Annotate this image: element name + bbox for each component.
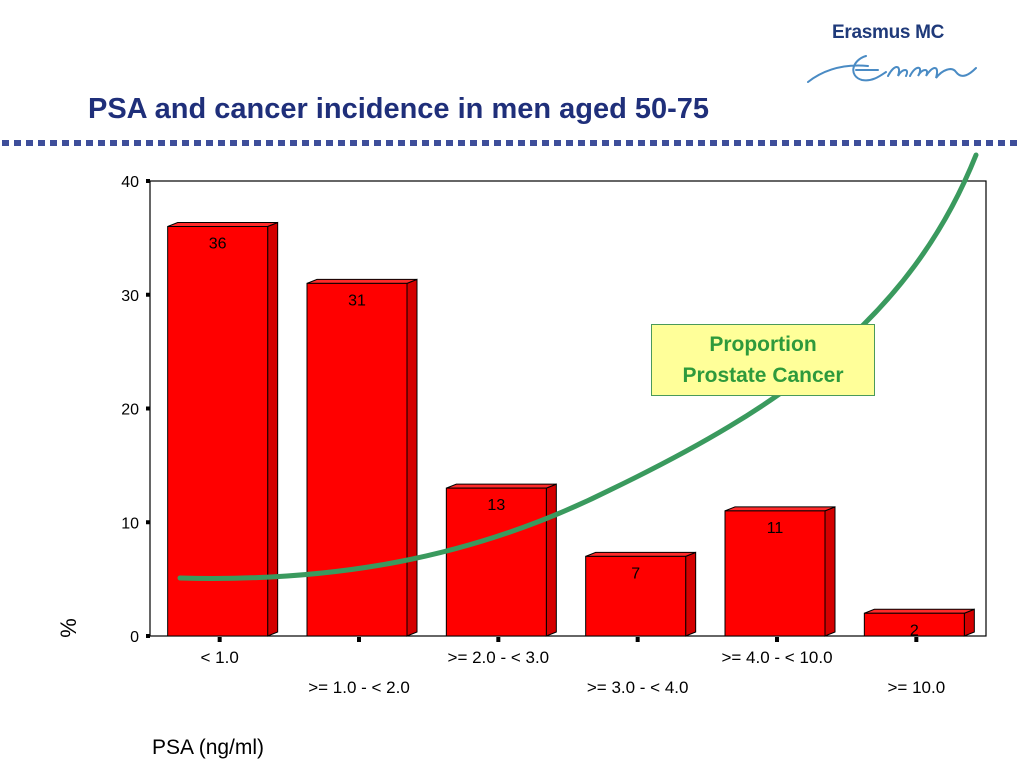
bar-front xyxy=(724,510,826,637)
erasmus-signature-icon xyxy=(807,55,977,83)
y-tick-mark xyxy=(146,179,150,183)
proportion-curve xyxy=(177,152,979,581)
y-tick-label: 0 xyxy=(130,629,139,646)
bar-top xyxy=(864,608,975,614)
data-label-5: 11 xyxy=(767,520,784,537)
bar-top xyxy=(724,506,836,512)
bar-side xyxy=(267,221,279,637)
x-axis-label: PSA (ng/ml) xyxy=(152,736,264,759)
bar-front xyxy=(306,282,408,637)
x-tick-label-5: >= 4.0 - < 10.0 xyxy=(721,648,832,667)
slide-title: PSA and cancer incidence in men aged 50-… xyxy=(88,93,710,125)
x-tick-label-4: >= 3.0 - < 4.0 xyxy=(587,678,689,697)
x-tick-mark xyxy=(914,637,919,642)
logo-wordmark: Erasmus MC xyxy=(832,22,945,43)
bar-5 xyxy=(724,506,836,637)
data-label-4: 7 xyxy=(631,565,640,582)
bar-side xyxy=(963,608,975,637)
bar-4 xyxy=(585,551,697,637)
x-tick-mark xyxy=(496,637,501,642)
bar-side xyxy=(545,483,557,637)
bar-6 xyxy=(863,608,975,637)
legend-line-2: Prostate Cancer xyxy=(682,364,844,387)
bar-1 xyxy=(167,221,279,637)
data-label-2: 31 xyxy=(348,292,366,309)
x-tick-label-1: < 1.0 xyxy=(201,648,239,667)
bar-top xyxy=(446,483,557,489)
y-tick-mark xyxy=(146,292,150,297)
x-tick-label-3: >= 2.0 - < 3.0 xyxy=(448,648,550,667)
x-tick-mark xyxy=(217,637,222,642)
bar-3 xyxy=(445,483,557,637)
erasmus-mc-logo: Erasmus MC xyxy=(806,18,996,96)
data-label-6: 2 xyxy=(910,622,919,639)
x-tick-mark xyxy=(775,637,779,642)
y-axis-label: % xyxy=(56,618,81,638)
legend-proportion-prostate-cancer: Proportion Prostate Cancer xyxy=(651,324,875,396)
bar-front xyxy=(863,612,965,637)
y-tick-mark xyxy=(146,406,150,411)
y-tick-mark xyxy=(146,520,150,525)
bar-side xyxy=(685,551,697,637)
bar-top xyxy=(167,222,278,227)
y-tick-mark xyxy=(146,634,150,638)
x-tick-label-2: >= 1.0 - < 2.0 xyxy=(308,678,410,697)
data-label-1: 36 xyxy=(209,236,227,253)
bar-top xyxy=(585,551,696,557)
y-tick-label: 30 xyxy=(121,288,139,305)
bar-top xyxy=(306,278,418,284)
bar-front xyxy=(445,487,547,637)
bar-2 xyxy=(306,278,418,637)
y-tick-label: 20 xyxy=(121,402,139,419)
bar-front xyxy=(585,555,687,637)
y-tick-label: 40 xyxy=(121,174,139,191)
data-label-3: 13 xyxy=(487,497,505,514)
x-tick-mark xyxy=(635,637,640,642)
dotted-divider xyxy=(2,140,1022,146)
x-tick-label-6: >= 10.0 xyxy=(887,678,945,697)
bar-side xyxy=(406,278,418,637)
y-tick-label: 10 xyxy=(121,515,139,532)
legend-line-1: Proportion xyxy=(709,333,817,356)
bar-front xyxy=(167,226,269,637)
x-tick-mark xyxy=(357,637,361,642)
bar-side xyxy=(824,506,836,637)
